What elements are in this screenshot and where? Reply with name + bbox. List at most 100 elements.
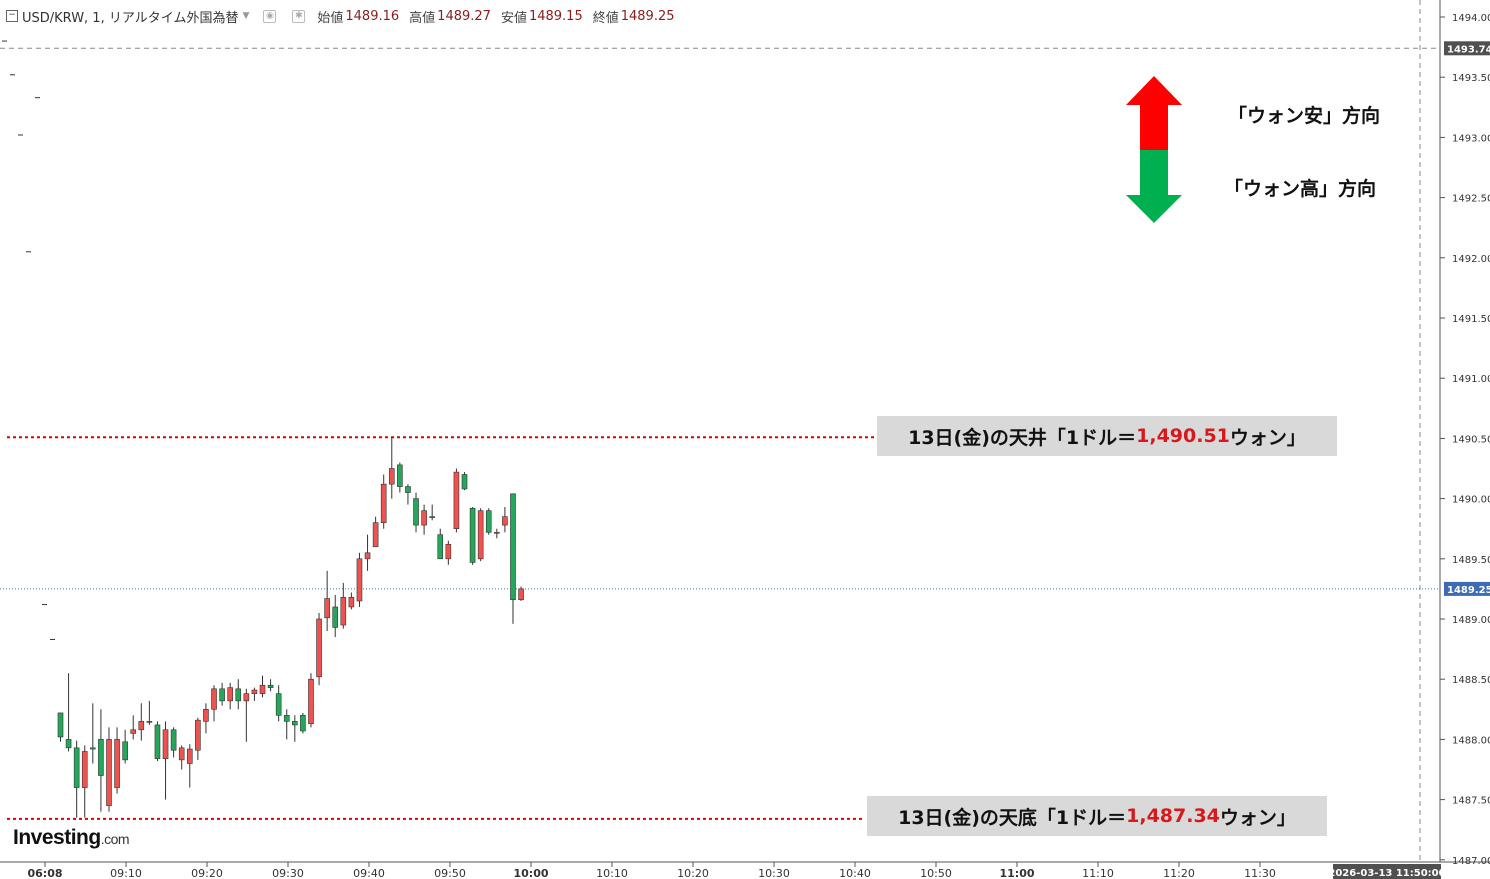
- low-label: 安値: [500, 10, 527, 26]
- candle: [429, 504, 435, 521]
- investing-logo: Investing.com: [13, 826, 130, 850]
- candle-body: [186, 748, 193, 764]
- x-tick-label: 06:08: [27, 867, 62, 879]
- candle: [469, 507, 476, 565]
- y-tick-label: 1493.00: [1452, 133, 1490, 144]
- down-arrow-icon: [1126, 150, 1182, 223]
- candle-body: [510, 493, 516, 601]
- candle: [243, 688, 250, 742]
- candle-body: [485, 510, 492, 533]
- candle: [146, 700, 153, 725]
- candle-body: [170, 729, 177, 751]
- close-value: 1489.25: [620, 8, 675, 24]
- y-tick-label: 1494.00: [1452, 13, 1490, 24]
- x-tick-label: 10:20: [677, 867, 709, 879]
- candle: [65, 673, 72, 752]
- low-annotation-value: 1,487.34: [1126, 805, 1220, 827]
- x-tick-label: 10:00: [513, 867, 548, 879]
- high-annotation: 13日(金)の天井「1ドル＝ 1,490.51 ウォン」: [877, 416, 1337, 456]
- candle-body: [146, 721, 153, 723]
- candle-body: [388, 468, 395, 485]
- candle: [421, 504, 427, 535]
- candle: [275, 685, 282, 722]
- logo-suffix: .com: [100, 831, 130, 847]
- candle-body: [469, 507, 476, 563]
- eye-icon[interactable]: ◉: [263, 9, 277, 23]
- y-tick-label: 1487.50: [1452, 796, 1490, 807]
- candle: [130, 715, 137, 740]
- candle: [211, 685, 217, 722]
- candle: [292, 715, 298, 742]
- candle: [73, 740, 80, 818]
- direction-arrow-icon: [1126, 76, 1182, 223]
- candle: [203, 703, 209, 734]
- candle-body: [98, 739, 104, 776]
- candle: [154, 721, 161, 762]
- low-annotation-suffix: ウォン」: [1219, 806, 1296, 829]
- legend-weak-won: 「ウォン安」方向: [1228, 105, 1381, 127]
- cursor-date-box: [1333, 864, 1441, 879]
- collapse-icon[interactable]: −: [6, 10, 18, 22]
- y-tick-label: 1492.50: [1452, 194, 1490, 205]
- candle-body: [372, 522, 379, 548]
- x-tick-label: 11:10: [1082, 867, 1114, 879]
- candle: [90, 703, 96, 764]
- candle: [235, 679, 242, 710]
- high-annotation-value: 1,490.51: [1136, 425, 1230, 447]
- candle-body: [195, 719, 201, 751]
- candle: [316, 612, 322, 686]
- candle-body: [324, 598, 330, 619]
- candle: [57, 712, 64, 742]
- x-tick-label: 11:20: [1163, 867, 1195, 879]
- candle-body: [267, 684, 274, 688]
- candle-body: [421, 510, 427, 526]
- y-tick-label: 1491.00: [1452, 374, 1490, 385]
- candle-body: [162, 729, 169, 759]
- candle: [219, 682, 225, 706]
- candle: [122, 729, 128, 764]
- y-tick-label: 1492.00: [1452, 254, 1490, 265]
- chevron-down-icon[interactable]: ▼: [242, 11, 250, 21]
- candle-body: [380, 483, 387, 523]
- candle-body: [114, 739, 120, 788]
- candle-body: [211, 688, 217, 710]
- candle: [170, 727, 177, 758]
- candle: [518, 586, 524, 601]
- open-value: 1489.16: [345, 8, 400, 24]
- candle-body: [494, 532, 500, 534]
- x-tick-label: 09:10: [110, 867, 142, 879]
- candle-body: [356, 558, 363, 602]
- candle-body: [340, 597, 347, 626]
- candle-body: [300, 715, 306, 732]
- candle: [324, 570, 330, 632]
- candle-body: [453, 471, 460, 530]
- y-tick-label: 1489.50: [1452, 555, 1490, 566]
- candle-body: [477, 510, 484, 560]
- candle: [348, 592, 355, 610]
- candle: [461, 472, 468, 491]
- candle-body: [219, 688, 225, 702]
- candle-body: [154, 724, 161, 759]
- candle-body: [397, 464, 403, 487]
- candle-body: [429, 516, 435, 518]
- candle-body: [203, 708, 209, 722]
- candle-body: [227, 687, 233, 702]
- gear-icon[interactable]: ✱: [292, 9, 306, 23]
- x-tick-label: 09:50: [434, 867, 466, 879]
- x-tick-label: 09:20: [191, 867, 223, 879]
- candle: [372, 516, 379, 548]
- candle: [413, 492, 419, 533]
- x-tick-label: 10:50: [920, 867, 952, 879]
- candle-body: [518, 588, 524, 601]
- candle: [494, 528, 500, 539]
- candle-body: [259, 684, 266, 694]
- chart-header: − USD/KRW, 1, リアルタイム外国為替 ▼ ◉ ✱ 始値 1489.1…: [6, 6, 675, 26]
- cursor-date-label: 2026-03-13 11:50:00: [1328, 868, 1445, 879]
- y-tick-label: 1487.00: [1452, 856, 1490, 867]
- candle-body: [275, 693, 282, 716]
- candle-body: [308, 678, 314, 725]
- candle: [437, 528, 444, 560]
- y-tick-label: 1489.00: [1452, 615, 1490, 626]
- candle-body: [502, 516, 508, 526]
